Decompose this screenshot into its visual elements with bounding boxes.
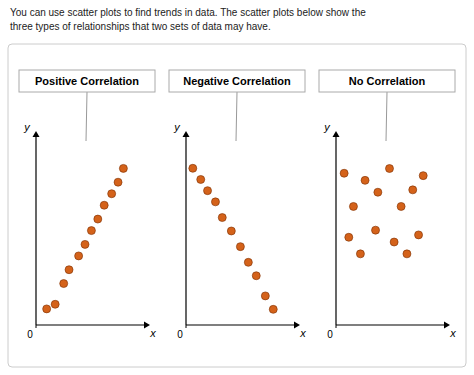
y-axis-arrow <box>333 131 340 137</box>
chart-root: You can use scatter plots to find trends… <box>0 0 474 375</box>
point <box>100 201 108 209</box>
panel <box>8 44 466 367</box>
x-axis-arrow <box>444 322 450 329</box>
connector <box>236 92 237 141</box>
x-axis-label: x <box>449 327 456 339</box>
x-axis-label: x <box>299 327 306 339</box>
point <box>211 198 219 206</box>
x-tick-label: 0 <box>27 329 33 340</box>
y-axis-arrow <box>33 131 40 137</box>
connector <box>386 92 387 141</box>
point <box>374 188 382 196</box>
point <box>349 202 357 210</box>
point <box>244 258 252 266</box>
point <box>75 252 83 260</box>
scatter-chart: No Correlation x y 0 <box>319 70 456 340</box>
points <box>340 165 427 258</box>
x-axis-label: x <box>149 327 156 339</box>
point <box>397 202 405 210</box>
point <box>340 169 348 177</box>
point <box>218 214 226 222</box>
point <box>390 238 398 246</box>
x-tick-label: 0 <box>177 329 183 340</box>
x-axis <box>36 324 144 325</box>
point <box>119 164 127 172</box>
title-box <box>319 70 455 92</box>
points <box>43 164 128 312</box>
scatter-chart: Positive Correlation x y 0 <box>19 70 156 340</box>
point <box>197 175 205 183</box>
point <box>261 292 269 300</box>
x-tick <box>36 325 37 328</box>
chart-title: Negative Correlation <box>183 75 291 87</box>
point <box>114 178 122 186</box>
y-axis-label: y <box>323 121 331 133</box>
point <box>356 250 364 258</box>
point <box>269 305 277 313</box>
y-axis-label: y <box>173 121 181 133</box>
point <box>189 164 197 172</box>
x-tick <box>336 325 337 328</box>
point <box>204 187 212 195</box>
connector <box>86 92 87 141</box>
x-tick-label: 0 <box>327 329 333 340</box>
y-axis-arrow <box>183 131 190 137</box>
title: You can use scatter plots to find trends… <box>10 7 366 18</box>
point <box>87 227 95 235</box>
point <box>94 215 102 223</box>
point <box>403 250 411 258</box>
y-axis-label: y <box>23 121 31 133</box>
point <box>372 226 380 234</box>
point <box>409 186 417 194</box>
point <box>227 227 235 235</box>
point <box>419 172 427 180</box>
point <box>108 190 116 198</box>
y-axis <box>185 137 186 325</box>
point <box>361 176 369 184</box>
point <box>51 300 59 308</box>
y-axis <box>35 137 36 325</box>
x-axis <box>186 324 294 325</box>
point <box>43 305 51 313</box>
point <box>345 233 353 241</box>
point <box>252 272 260 280</box>
point <box>81 240 89 248</box>
subtitle: three types of relationships that two se… <box>10 21 271 32</box>
point <box>65 266 73 274</box>
point <box>415 231 423 239</box>
point <box>385 165 393 173</box>
y-axis <box>335 137 336 325</box>
chart-title: No Correlation <box>349 75 426 87</box>
title-box <box>169 70 305 92</box>
title-box <box>19 70 155 92</box>
x-axis-arrow <box>294 322 300 329</box>
points <box>189 164 277 313</box>
x-axis-arrow <box>144 322 150 329</box>
x-axis <box>336 324 444 325</box>
point <box>236 243 244 251</box>
chart-title: Positive Correlation <box>35 75 139 87</box>
point <box>60 280 68 288</box>
scatter-chart: Negative Correlation x y 0 <box>169 70 306 340</box>
x-tick <box>186 325 187 328</box>
